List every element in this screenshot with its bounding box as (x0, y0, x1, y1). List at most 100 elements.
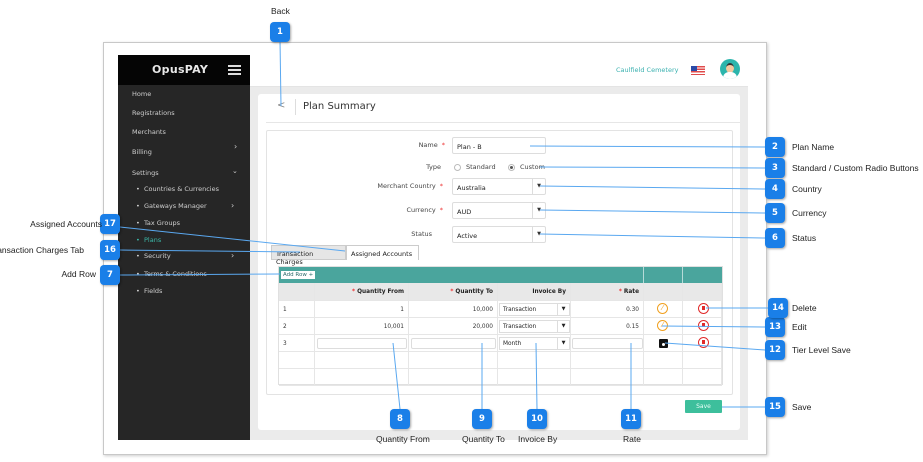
avatar[interactable] (720, 59, 740, 79)
merchant-country-select[interactable]: Australia ▼ (452, 178, 546, 195)
rate-input[interactable] (572, 338, 643, 349)
table-cell (571, 369, 644, 386)
floppy-save-icon[interactable] (659, 339, 668, 348)
edit-icon[interactable]: ⁄ (657, 320, 668, 331)
delete-icon[interactable] (698, 337, 709, 348)
sidebar-header: OpusPAY (118, 55, 250, 85)
callout-badge: 1 (270, 22, 290, 42)
column-header: * Quantity To (409, 283, 498, 301)
callout-badge: 3 (765, 158, 785, 178)
callout-badge: 11 (621, 409, 641, 429)
sidebar-item-fields[interactable]: Fields (136, 287, 163, 295)
table-cell: 1 (279, 301, 315, 318)
table-cell: 0.15 (571, 318, 644, 335)
radio-custom-label: Custom (520, 163, 545, 171)
callout-label: Transaction Charges Tab (0, 245, 84, 255)
callout-badge: 7 (100, 265, 120, 285)
chevron-right-icon: › (231, 201, 235, 210)
invoice-by-value: Transaction (503, 307, 537, 313)
invoice-by-value: Transaction (503, 324, 537, 330)
sidebar-item-home[interactable]: Home (132, 90, 152, 98)
us-flag-icon[interactable] (691, 66, 705, 75)
callout-label: Status (792, 233, 817, 243)
sidebar-item-security[interactable]: Security (136, 252, 171, 260)
save-button[interactable]: Save (685, 400, 722, 413)
column-header-label: Invoice By (532, 289, 566, 295)
edit-icon[interactable]: ⁄ (657, 303, 668, 314)
callout-line (119, 273, 281, 276)
quantity-to-input[interactable] (411, 338, 496, 349)
callout-line (539, 166, 766, 169)
invoice-by-select[interactable]: Transaction ▼ (499, 303, 570, 316)
plan-name-input[interactable]: Plan - B (452, 137, 546, 154)
tier-table: Add Row + * Quantity From * Quantity To In… (278, 266, 723, 386)
sidebar: OpusPAY Home Registrations Merchants Bil… (118, 55, 250, 440)
tab-assigned-accounts[interactable]: Assigned Accounts (346, 245, 419, 260)
currency-select[interactable]: AUD ▼ (452, 202, 546, 219)
organization-name[interactable]: Caulfield Cemetery (616, 66, 679, 74)
sidebar-item-registrations[interactable]: Registrations (132, 109, 175, 117)
table-cell (644, 352, 683, 369)
table-cell (409, 369, 498, 386)
sidebar-item-countries-currencies[interactable]: Countries & Currencies (136, 185, 219, 193)
invoice-by-select[interactable]: Transaction ▼ (499, 320, 570, 333)
currency-value: AUD (457, 208, 472, 216)
table-cell (315, 335, 409, 352)
callout-label: Rate (623, 434, 641, 444)
dropdown-arrow-icon: ▼ (557, 321, 569, 332)
table-cell (644, 335, 683, 352)
sidebar-item-gateways-manager[interactable]: Gateways Manager (136, 202, 207, 210)
column-header: * Rate (571, 283, 644, 301)
table-cell (279, 352, 315, 369)
table-cell (409, 335, 498, 352)
table-toolbar: Add Row + (279, 267, 722, 283)
status-label: Status (411, 230, 432, 238)
table-cell (409, 352, 498, 369)
callout-line (279, 39, 282, 107)
name-label: Name * (418, 141, 445, 149)
table-cell: 2 (279, 318, 315, 335)
add-row-button[interactable]: Add Row + (281, 271, 316, 279)
quantity-from-input[interactable] (317, 338, 407, 349)
dropdown-arrow-icon: ▼ (557, 338, 569, 349)
page-title: Plan Summary (303, 101, 376, 112)
table-cell (683, 352, 722, 369)
status-select[interactable]: Active ▼ (452, 226, 546, 243)
merchant-country-value: Australia (457, 184, 486, 192)
callout-line (664, 342, 766, 351)
table-cell: 1 (315, 301, 409, 318)
callout-label: Add Row (61, 269, 97, 279)
sidebar-item-tax-groups[interactable]: Tax Groups (136, 219, 180, 227)
table-cell: 0.30 (571, 301, 644, 318)
table-cell (498, 352, 571, 369)
callout-line (535, 342, 538, 410)
sidebar-item-merchants[interactable]: Merchants (132, 128, 166, 136)
sidebar-item-settings[interactable]: Settings (132, 169, 159, 177)
sidebar-item-terms-conditions[interactable]: Terms & Conditions (136, 270, 207, 278)
callout-badge: 5 (765, 203, 785, 223)
column-header-blank (279, 283, 315, 301)
radio-custom[interactable] (508, 164, 515, 171)
hamburger-menu-icon[interactable] (228, 65, 241, 75)
callout-badge: 10 (527, 409, 547, 429)
callout-line (539, 185, 766, 190)
sidebar-item-billing[interactable]: Billing (132, 148, 152, 156)
column-header-label: Quantity From (357, 289, 404, 295)
table-cell (683, 335, 722, 352)
invoice-by-select[interactable]: Month ▼ (499, 337, 570, 350)
callout-label: Delete (792, 303, 817, 313)
delete-icon[interactable] (698, 320, 709, 331)
table-cell: 10,000 (409, 301, 498, 318)
brand-logo: OpusPAY (152, 63, 209, 76)
callout-badge: 15 (765, 397, 785, 417)
radio-standard[interactable] (454, 164, 461, 171)
callout-badge: 14 (768, 298, 788, 318)
column-header-label: Quantity To (455, 289, 493, 295)
column-header-blank (683, 283, 722, 301)
callout-label: Back (271, 6, 290, 16)
chevron-down-icon: ⌄ (232, 167, 238, 175)
callout-line (539, 233, 766, 239)
callout-badge: 2 (765, 137, 785, 157)
sidebar-item-plans[interactable]: Plans (136, 236, 161, 244)
